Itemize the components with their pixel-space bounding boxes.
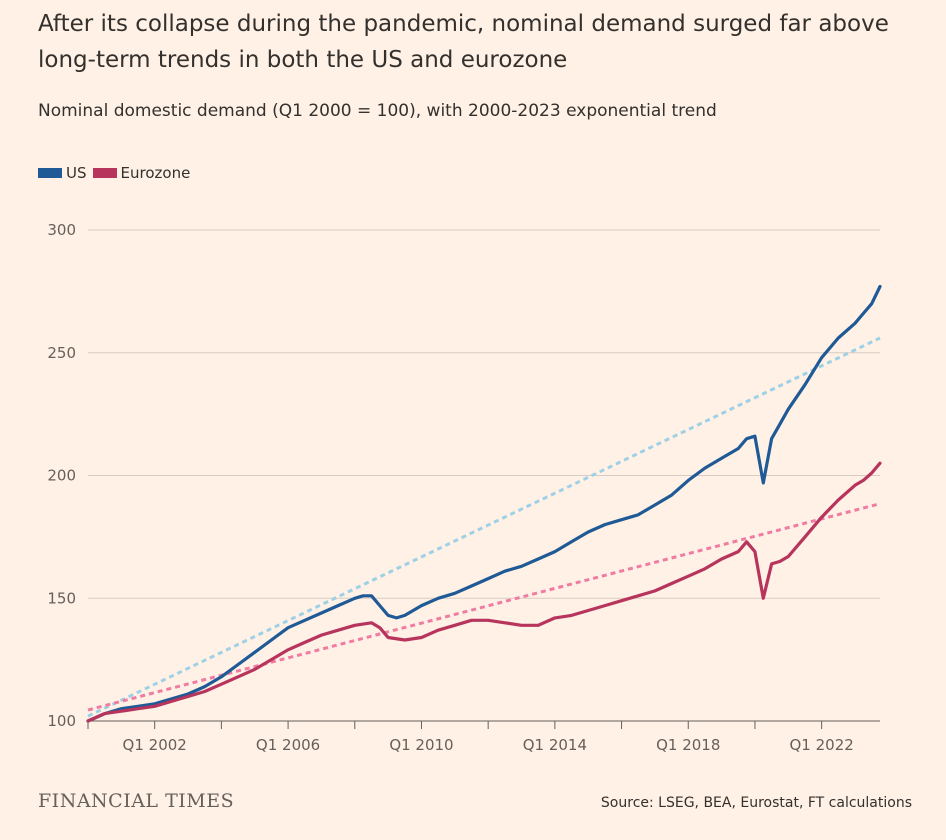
x-tick-label-2014: Q1 2014 [523,736,587,754]
series-line-us [86,284,882,723]
x-tick-label-2022: Q1 2022 [789,736,853,754]
y-tick-label-300: 300 [47,221,76,239]
series-line-eurozone [86,461,882,723]
x-tick-label-2018: Q1 2018 [656,736,720,754]
legend-item-us: US [38,164,87,182]
y-tick-label-100: 100 [47,712,76,730]
y-tick-label-200: 200 [47,467,76,485]
chart-title: After its collapse during the pandemic, … [38,11,889,73]
series-line-us-trend [87,336,881,718]
legend-swatch-eurozone [92,168,117,178]
legend-label-eurozone: Eurozone [120,164,191,182]
legend-label-us: US [66,164,87,182]
ft-brand-logo: FINANCIAL TIMES [38,790,235,812]
chart-legend: US Eurozone [38,164,196,182]
chart-subtitle: Nominal domestic demand (Q1 2000 = 100),… [38,101,717,121]
x-tick-label-2010: Q1 2010 [389,736,453,754]
y-tick-label-150: 150 [47,589,76,607]
x-tick-label-2006: Q1 2006 [256,736,320,754]
legend-item-eurozone: Eurozone [92,164,191,182]
y-tick-label-250: 250 [47,344,76,362]
x-tick-label-2002: Q1 2002 [123,736,187,754]
source-note: Source: LSEG, BEA, Eurostat, FT calculat… [600,795,912,811]
series-line-eurozone-trend [87,502,881,712]
legend-swatch-us [38,168,62,178]
